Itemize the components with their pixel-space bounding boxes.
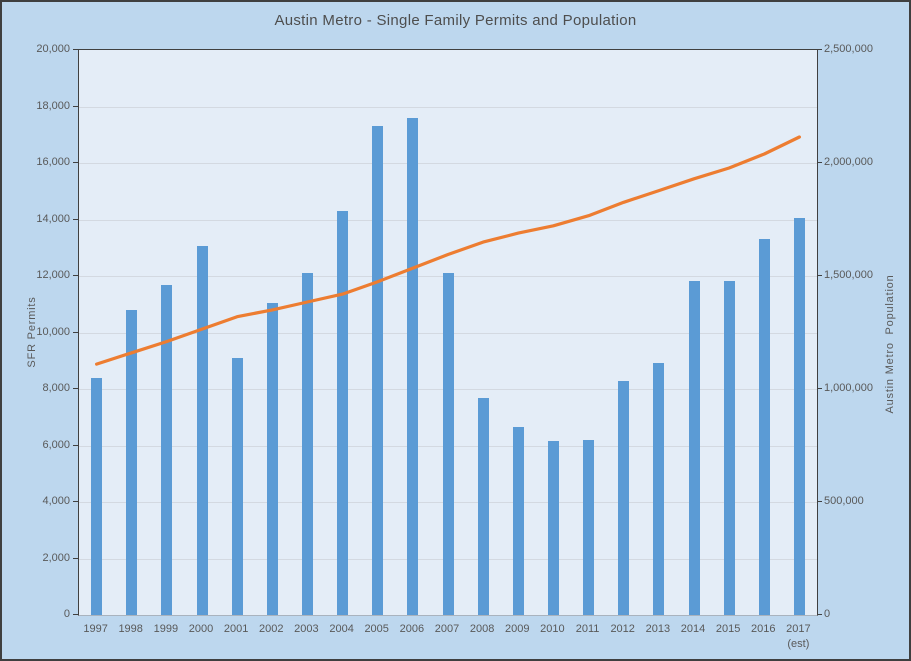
x-axis-tick-label-2009: 2009 (505, 623, 530, 635)
x-axis-tick-label-2017: 2017 (786, 623, 811, 635)
right-axis-title: Austin Metro Population (884, 274, 896, 414)
left-axis-tick-mark (73, 501, 78, 502)
bar-2007 (442, 273, 454, 615)
right-axis-tick-label: 500,000 (824, 495, 864, 507)
left-axis-tick-mark (73, 388, 78, 389)
right-axis-tick-label: 2,500,000 (824, 43, 873, 55)
x-axis-tick-label-2003: 2003 (294, 623, 319, 635)
left-axis-tick-label: 8,000 (42, 382, 70, 394)
x-axis-tick-label-2012: 2012 (610, 623, 635, 635)
x-axis-tick-label-2010: 2010 (540, 623, 565, 635)
x-axis-tick-label-2007: 2007 (434, 623, 460, 635)
right-axis-tick-label: 1,000,000 (824, 382, 873, 394)
x-axis-tick-label-2001: 2001 (223, 623, 249, 635)
left-axis-tick-label: 6,000 (42, 438, 70, 451)
bar-1998 (126, 309, 138, 615)
right-axis-tick-mark (817, 49, 822, 50)
left-axis-tick-mark (73, 49, 78, 50)
right-axis-tick-mark (817, 501, 822, 502)
x-axis-tick-label-2004: 2004 (329, 623, 354, 635)
x-axis-tick-label-2008: 2008 (469, 623, 495, 635)
left-axis-tick-mark (73, 105, 78, 107)
bar-2005 (372, 126, 384, 615)
x-axis-tick-label-2013: 2013 (645, 623, 671, 635)
left-axis-tick-mark (73, 614, 78, 615)
x-axis-tick-label-2011: 2011 (575, 623, 600, 635)
x-axis-tick-label-2005: 2005 (364, 623, 389, 635)
bar-2006 (407, 117, 419, 615)
left-axis-tick-mark (73, 218, 78, 220)
left-axis-tick-label: 16,000 (36, 156, 70, 168)
x-axis-tick-label-2000: 2000 (188, 623, 214, 635)
gridline (79, 106, 817, 108)
line-series-population (95, 135, 802, 366)
right-axis-tick-label: 1,500,000 (824, 269, 873, 281)
bar-2014 (688, 280, 700, 615)
bar-2010 (547, 441, 559, 615)
right-axis-tick-label: 0 (824, 608, 831, 620)
right-axis-tick-mark (817, 614, 822, 615)
bar-2001 (231, 357, 243, 615)
x-axis-tick-label-2016: 2016 (751, 623, 776, 635)
x-axis-estimate-note: (est) (787, 638, 810, 650)
left-axis-tick-label: 4,000 (42, 495, 70, 507)
gridline (79, 163, 817, 164)
x-axis-tick-label-1998: 1998 (118, 623, 143, 635)
bar-2002 (266, 302, 278, 615)
left-axis-tick-mark (73, 444, 78, 446)
x-axis-tick-label-2014: 2014 (680, 623, 706, 635)
left-axis-tick-label: 18,000 (36, 99, 70, 112)
chart-title: Austin Metro - Single Family Permits and… (274, 12, 637, 29)
bar-2008 (477, 397, 489, 615)
x-axis-tick-label-1997: 1997 (83, 623, 108, 635)
bar-2017 (793, 217, 805, 615)
left-axis-tick-label: 12,000 (36, 269, 70, 281)
left-axis-tick-mark (73, 162, 78, 163)
bar-2013 (653, 362, 665, 615)
bar-2012 (618, 381, 630, 615)
bar-2015 (723, 280, 735, 615)
x-axis-tick-label-2006: 2006 (399, 623, 425, 635)
x-axis-tick-label-1999: 1999 (153, 623, 179, 635)
left-axis-tick-mark (73, 557, 78, 559)
bar-1997 (91, 377, 103, 615)
right-axis-tick-mark (817, 162, 822, 163)
x-axis-tick-label-2002: 2002 (259, 623, 284, 635)
left-axis-tick-mark (73, 275, 78, 276)
left-axis-tick-label: 10,000 (36, 325, 70, 338)
bar-1999 (161, 284, 173, 615)
bar-2016 (758, 239, 770, 615)
right-axis-tick-mark (817, 388, 822, 389)
left-axis-tick-label: 20,000 (36, 43, 70, 55)
x-axis-tick-label-2015: 2015 (715, 623, 741, 635)
left-axis-tick-mark (73, 331, 78, 333)
left-axis-tick-label: 14,000 (36, 212, 70, 225)
gridline (79, 219, 817, 221)
population-line (95, 135, 802, 366)
bar-2003 (301, 273, 313, 615)
bar-2004 (337, 211, 349, 615)
left-axis-tick-label: 2,000 (42, 551, 70, 564)
bar-2009 (512, 426, 524, 615)
left-axis-tick-label: 0 (63, 608, 70, 620)
bar-2000 (196, 246, 208, 615)
right-axis-tick-label: 2,000,000 (824, 156, 873, 168)
bar-2011 (583, 440, 595, 615)
plot-area (78, 49, 818, 616)
right-axis-tick-mark (817, 275, 822, 276)
